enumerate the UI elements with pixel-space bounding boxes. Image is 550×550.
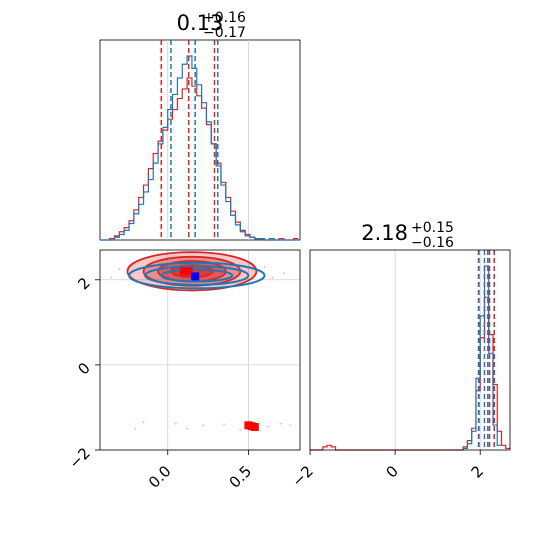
- joint-scatter: [110, 266, 292, 431]
- joint-y-tick-label: 0: [74, 359, 93, 378]
- marginal-x-title-plus: +0.16: [203, 10, 246, 26]
- joint-sample-point: [134, 427, 137, 430]
- marginal-y-quantile-lines: [477, 250, 496, 450]
- joint-sample-point: [282, 272, 285, 275]
- marginal-x-quantile-lines: [160, 40, 219, 240]
- marginal-x-histogram-blue: [100, 55, 299, 241]
- panel-marginal-x: 0.13 +0.16 −0.17: [99, 10, 301, 241]
- marginal-y-histogram-blue: [462, 265, 502, 450]
- joint-sample-point: [202, 424, 205, 427]
- joint-x-tick-label: 0.5: [226, 462, 256, 492]
- joint-marker-red: [184, 267, 193, 276]
- panel-joint-frame: [99, 249, 301, 451]
- joint-marker-blue: [191, 272, 200, 281]
- marginal-y-title-minus: −0.16: [411, 235, 454, 251]
- marginal-x-histogram-red: [100, 77, 299, 241]
- joint-sample-point: [110, 276, 113, 279]
- marginal-x-grid: [167, 40, 249, 240]
- joint-sample-point: [142, 421, 145, 424]
- joint-sample-point: [239, 428, 242, 431]
- marginal-y-grid: [309, 250, 481, 450]
- panel-marginal-y: −2 0 2 2.18 +0.15 −0.16: [288, 220, 511, 490]
- joint-x-ticks: 0.0 0.5: [145, 450, 255, 492]
- marginal-y-title-plus: +0.15: [411, 220, 454, 236]
- marginal-x-title: 0.13: [177, 11, 224, 35]
- joint-markers: [179, 267, 259, 432]
- joint-contour-blue: [160, 268, 234, 283]
- joint-marker-red: [179, 267, 188, 276]
- marginal-x-title-value: 0.13: [177, 11, 224, 35]
- marginal-x-title-minus: −0.17: [203, 25, 246, 41]
- joint-marker-red: [247, 422, 256, 431]
- joint-sample-point: [289, 424, 292, 427]
- marginal-y-title: 2.18: [361, 221, 408, 245]
- joint-sample-point: [266, 425, 269, 428]
- marginal-y-x-ticks: −2 0 2: [288, 450, 487, 490]
- joint-contours: [126, 251, 266, 292]
- panel-marginal-x-frame: [99, 39, 301, 241]
- marginal-y-x-tick-label: 0: [382, 462, 401, 481]
- joint-contour-blue: [144, 265, 250, 286]
- joint-sample-point: [263, 266, 266, 269]
- joint-sample-point: [186, 427, 189, 430]
- marginal-y-x-tick-label: 2: [468, 462, 487, 481]
- panel-marginal-y-frame: [309, 249, 511, 451]
- joint-sample-point: [174, 422, 177, 425]
- marginal-y-title-value: 2.18: [361, 221, 408, 245]
- joint-sample-point: [271, 276, 274, 279]
- joint-contour-blue: [128, 261, 266, 290]
- joint-y-ticks: −2 0 2: [65, 274, 100, 472]
- marginal-y-x-tick-label: −2: [288, 462, 316, 490]
- joint-y-tick-label: 2: [74, 274, 93, 293]
- marginal-y-histograms: [310, 265, 510, 451]
- joint-y-tick-label: −2: [65, 444, 93, 472]
- joint-sample-point: [223, 423, 226, 426]
- joint-sample-point: [279, 422, 282, 425]
- marginal-x-histograms: [100, 55, 299, 241]
- joint-sample-point: [118, 268, 121, 271]
- joint-x-tick-label: 0.0: [145, 462, 175, 492]
- panel-joint: 0.0 0.5 −2 0 2: [65, 249, 301, 492]
